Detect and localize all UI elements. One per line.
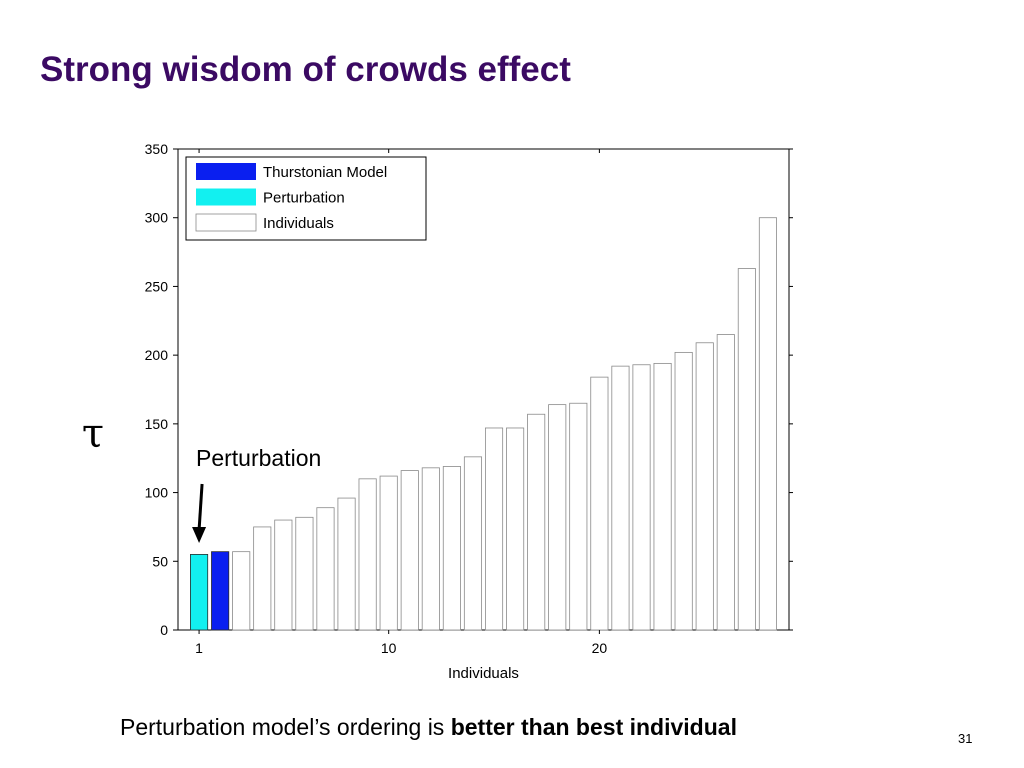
- y-tick-label: 200: [145, 347, 169, 363]
- legend-swatch: [195, 213, 257, 232]
- y-tick-label: 50: [152, 553, 168, 569]
- bar: [653, 362, 672, 631]
- caption-text: Perturbation model’s ordering is: [120, 714, 451, 740]
- bar: [337, 497, 356, 631]
- bar: [400, 470, 419, 631]
- bar: [674, 351, 693, 631]
- y-tick-label: 0: [160, 622, 168, 638]
- slide-caption: Perturbation model’s ordering is better …: [120, 714, 737, 741]
- bar: [737, 268, 756, 631]
- bar: [716, 334, 735, 631]
- legend-label: Thurstonian Model: [263, 164, 387, 181]
- x-tick-label: 20: [592, 640, 608, 656]
- y-tick-label: 250: [145, 278, 169, 294]
- bar: [463, 456, 483, 631]
- legend-swatch: [196, 163, 256, 180]
- annotation-label: Perturbation: [196, 445, 321, 471]
- bar: [442, 466, 461, 631]
- legend-label: Perturbation: [263, 190, 345, 207]
- slide-number: 31: [958, 731, 973, 746]
- bar: [316, 507, 335, 631]
- y-tick-label: 350: [145, 141, 169, 157]
- bar: [232, 551, 251, 631]
- bar: [548, 404, 567, 631]
- bar: [253, 526, 272, 631]
- y-tick-label: 150: [145, 416, 169, 432]
- x-tick-label: 1: [195, 640, 203, 656]
- bar: [190, 554, 209, 631]
- bar: [758, 217, 777, 631]
- bar: [611, 365, 630, 631]
- bar: [632, 364, 651, 631]
- plot-frame: [177, 148, 790, 631]
- x-axis-label: Individuals: [448, 665, 519, 682]
- bar: [527, 413, 546, 631]
- page-title: Strong wisdom of crowds effect: [40, 50, 571, 89]
- bar: [695, 342, 714, 631]
- bar: [211, 551, 230, 631]
- legend-swatch: [196, 188, 256, 206]
- bar: [379, 475, 398, 631]
- y-tick-label: 300: [145, 210, 169, 226]
- bar: [295, 516, 314, 631]
- y-tick-label: 100: [145, 485, 169, 501]
- legend-label: Individuals: [263, 215, 334, 232]
- bar: [484, 427, 504, 631]
- bar: [358, 478, 377, 631]
- annotation-arrow-shaft: [197, 483, 204, 531]
- bar: [569, 402, 588, 631]
- annotation-arrow-head: [192, 527, 207, 543]
- y-axis-label: τ: [82, 411, 104, 457]
- bar: [421, 467, 440, 631]
- bar: [274, 519, 293, 631]
- caption-emphasis: better than best individual: [450, 714, 737, 740]
- bar: [506, 427, 525, 631]
- bar: [590, 376, 609, 631]
- x-tick-label: 10: [381, 640, 397, 656]
